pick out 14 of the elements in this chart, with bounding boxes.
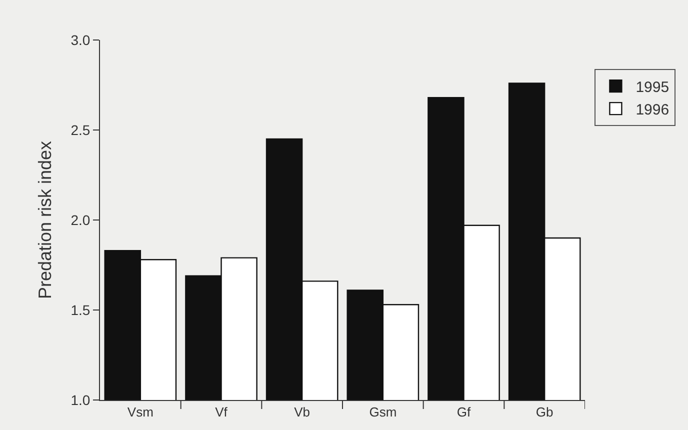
x-tick-label: Vsm xyxy=(127,404,154,420)
legend-label: 1995 xyxy=(636,78,670,96)
x-tick-label: Vb xyxy=(294,404,310,420)
y-tick-label: 3.0 xyxy=(70,32,90,48)
x-tick-label: Gf xyxy=(456,404,471,420)
x-tick-label: Gb xyxy=(536,404,554,420)
legend-label: 1996 xyxy=(636,101,670,118)
y-tick-label: 2.0 xyxy=(70,212,90,228)
y-axis-title: Predation risk index xyxy=(34,140,55,300)
x-tick-label: Vf xyxy=(215,404,228,420)
y-tick-label: 1.5 xyxy=(70,302,90,318)
y-tick-label: 1.0 xyxy=(70,392,90,408)
x-tick-label: Gsm xyxy=(369,404,397,420)
y-tick-label: 2.5 xyxy=(70,122,90,138)
